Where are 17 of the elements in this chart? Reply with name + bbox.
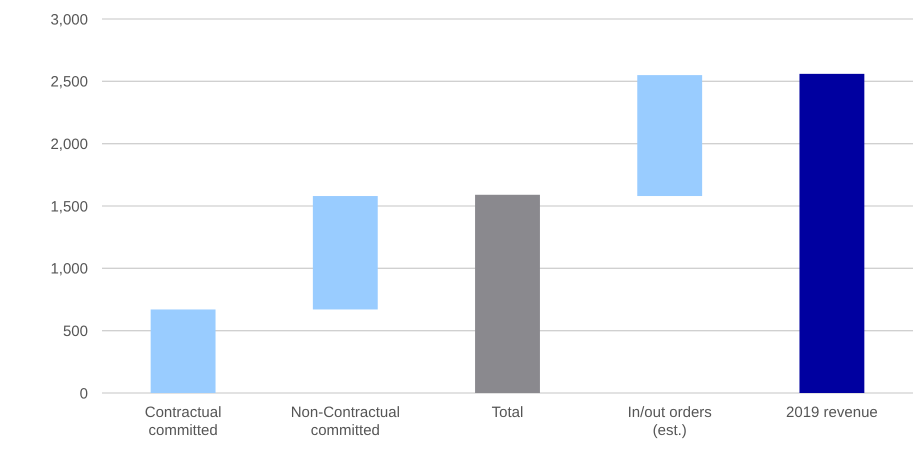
bar: [312, 196, 378, 310]
y-tick-label: 2,000: [50, 136, 88, 153]
bar: [150, 309, 216, 393]
y-tick-label: 1,000: [50, 260, 88, 278]
x-tick-label: Non-Contractual committed: [290, 404, 400, 439]
x-tick-label: Contractual committed: [144, 404, 222, 439]
y-tick-label: 0: [80, 385, 88, 402]
x-tick-label: In/out orders (est.): [628, 404, 712, 439]
x-tick-label: 2019 revenue: [786, 404, 878, 421]
y-tick-label: 500: [62, 322, 88, 340]
y-tick-label: 3,000: [50, 11, 88, 28]
x-tick-label: Total: [492, 404, 524, 421]
bar: [475, 194, 540, 393]
bar: [799, 74, 864, 393]
bar: [637, 75, 702, 196]
y-tick-label: 2,500: [50, 74, 88, 91]
y-tick-label: 1,500: [50, 198, 88, 216]
